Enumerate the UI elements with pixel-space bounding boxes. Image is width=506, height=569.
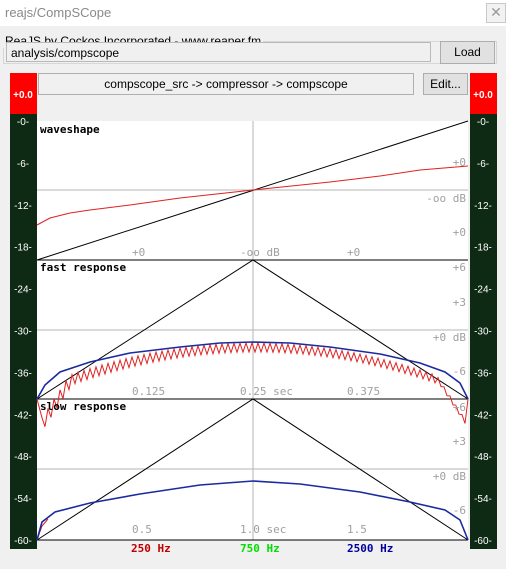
right-meter-peak xyxy=(470,73,497,114)
meter-scale-label: -42- xyxy=(14,410,32,421)
meter-scale-label: -54- xyxy=(14,494,32,505)
left-meter-peak xyxy=(10,73,37,114)
meter-scale-label: -36- xyxy=(14,368,32,379)
legend-250hz: 250 Hz xyxy=(131,542,171,555)
meter-scale-label: -18- xyxy=(14,243,32,254)
meter-scale-label: -54- xyxy=(474,494,492,505)
slow-y-label-1: +3 xyxy=(453,435,466,448)
right-meter-peak-value: +0.0 xyxy=(473,90,493,101)
meter-scale-label: -60- xyxy=(14,536,32,547)
meter-scale-label: -48- xyxy=(474,452,492,463)
meter-scale-label: -0- xyxy=(17,117,29,128)
fast-trace-2500hz xyxy=(36,341,469,400)
meter-scale-label: -48- xyxy=(14,452,32,463)
meter-scale-label: -24- xyxy=(474,285,492,296)
meter-scale-label: -6- xyxy=(17,159,29,170)
fast-y-label-0: +6 xyxy=(453,261,466,274)
meter-scale-label: -6- xyxy=(477,159,489,170)
fast-response-title: fast response xyxy=(40,261,126,274)
meter-scale-label: -0- xyxy=(477,117,489,128)
waveshape-x-label-center: -oo dB xyxy=(240,246,280,259)
fast-reference-triangle xyxy=(36,259,469,400)
right-meter-scale: -0- -6- -12- -18- -24- -30- -36- -42- -48- -54- -6… xyxy=(474,117,492,547)
meter-scale-label: -12- xyxy=(474,201,492,212)
slow-x-label-0: 0.5 xyxy=(132,523,152,536)
waveshape-title: waveshape xyxy=(40,123,100,136)
left-meter xyxy=(10,73,37,549)
slow-response-title: slow response xyxy=(40,400,126,413)
fast-x-label-1: 0.25 sec xyxy=(240,385,293,398)
fast-x-label-2: 0.375 xyxy=(347,385,380,398)
load-button[interactable]: Load xyxy=(440,41,495,64)
meter-scale-label: -12- xyxy=(14,201,32,212)
fast-trace-250hz xyxy=(36,341,469,427)
left-meter-scale: -0- -6- -12- -18- -24- -30- -36- -42- -48- -54- -6… xyxy=(14,117,32,547)
slow-x-label-2: 1.5 xyxy=(347,523,367,536)
edit-button[interactable]: Edit... xyxy=(423,73,468,95)
fast-y-label-1: +3 xyxy=(453,296,466,309)
title-bar: reajs/CompSCope ✕ xyxy=(0,0,506,26)
meter-scale-label: -30- xyxy=(474,327,492,338)
legend-2500hz: 2500 Hz xyxy=(347,542,393,555)
window-title: reajs/CompSCope xyxy=(5,5,112,20)
slow-x-label-1: 1.0 sec xyxy=(240,523,286,536)
slow-y-label-3: -6 xyxy=(453,504,466,517)
waveshape-y-label-center: -oo dB xyxy=(426,192,466,205)
slow-y-label-0: +6 xyxy=(453,401,466,414)
meter-scale-label: -42- xyxy=(474,410,492,421)
right-meter xyxy=(470,73,497,549)
left-meter-peak-value: +0.0 xyxy=(13,90,33,101)
fast-x-label-0: 0.125 xyxy=(132,385,165,398)
legend-750hz: 750 Hz xyxy=(240,542,280,555)
fast-y-label-2: +0 dB xyxy=(433,331,466,344)
waveshape-y-label-top: +0 xyxy=(453,156,466,169)
waveshape-x-label-left: +0 xyxy=(132,246,145,259)
waveshape-y-label-bottom: +0 xyxy=(453,226,466,239)
waveshape-curve xyxy=(36,165,469,226)
fast-y-label-3: -6 xyxy=(453,365,466,378)
slow-y-label-2: +0 dB xyxy=(433,470,466,483)
meter-scale-label: -18- xyxy=(474,243,492,254)
meter-scale-label: -60- xyxy=(474,536,492,547)
waveshape-x-label-right: +0 xyxy=(347,246,360,259)
meter-scale-label: -36- xyxy=(474,368,492,379)
script-path-field[interactable]: analysis/compscope xyxy=(6,42,431,62)
meter-scale-label: -24- xyxy=(14,285,32,296)
slow-reference-triangle xyxy=(36,398,469,541)
meter-scale-label: -30- xyxy=(14,327,32,338)
chain-display: compscope_src -> compressor -> compscope xyxy=(38,73,414,95)
slow-trace-2500hz xyxy=(36,480,469,541)
